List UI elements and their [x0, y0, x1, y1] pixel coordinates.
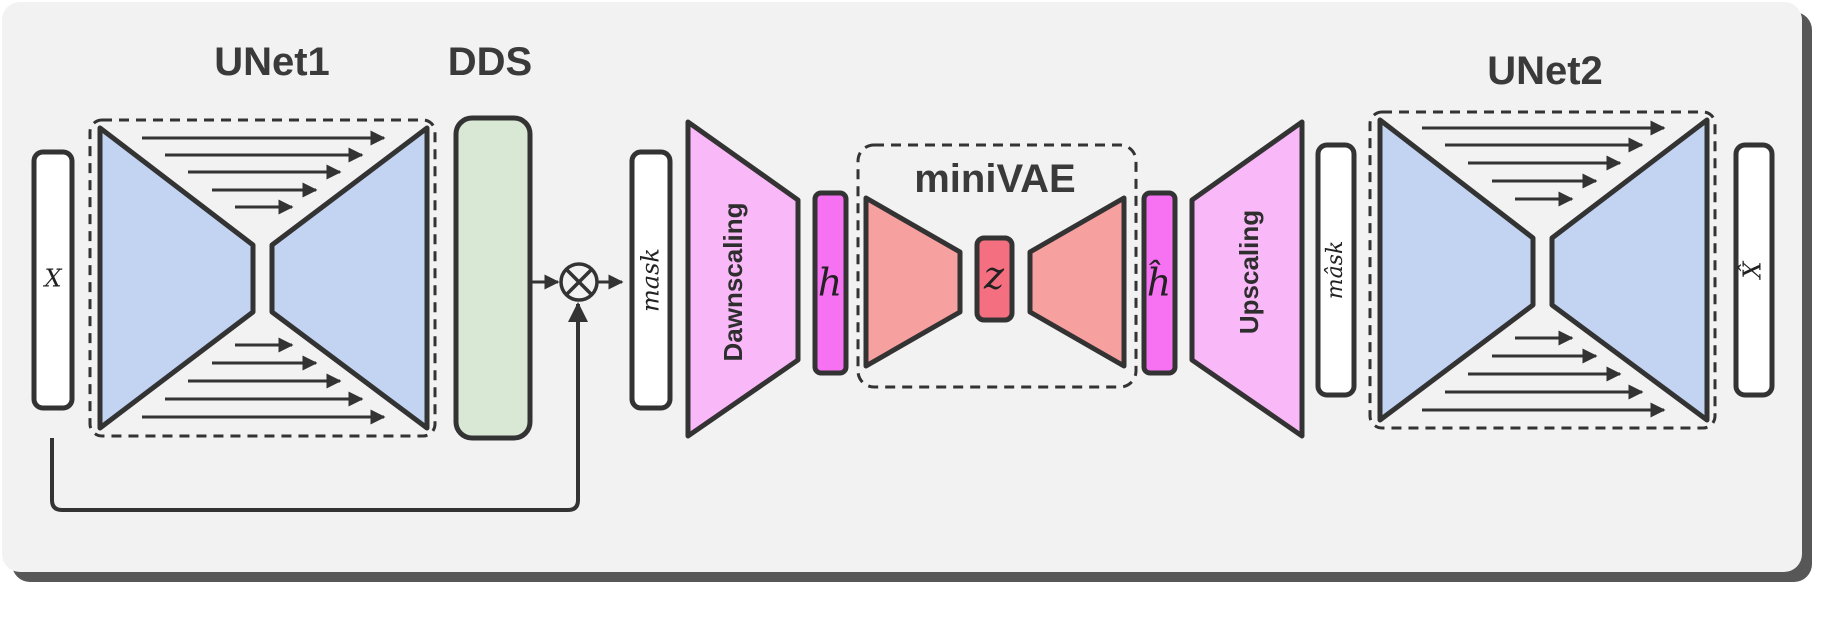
mask-hat-label: mâsk [1323, 241, 1348, 300]
unet1-dashed-box [88, 118, 437, 438]
input-skip-connection [50, 302, 588, 512]
unet2-skip-arrows-top [1422, 120, 1666, 207]
h-latent [812, 190, 849, 376]
unet2-decoder [1549, 117, 1710, 423]
unet1-title: UNet1 [214, 40, 330, 84]
unet2-dashed-box [1368, 110, 1717, 430]
output-x-hat-bar [1733, 142, 1775, 398]
unet2-encoder [1377, 117, 1536, 423]
unet1-decoder [269, 125, 430, 431]
input-x-bar [31, 149, 75, 411]
z-latent [974, 235, 1015, 323]
unet2-title: UNet2 [1487, 49, 1603, 93]
unet1-skip-arrows-bottom [142, 337, 386, 425]
mask-hat-bar [1315, 142, 1357, 398]
input-x-label: X [42, 265, 62, 293]
output-x-hat-label: X̂ [1738, 261, 1766, 281]
dds-title: DDS [448, 40, 532, 84]
unet1-encoder [97, 125, 256, 431]
minivae-decoder [1027, 195, 1127, 369]
minivae-encoder [863, 195, 963, 369]
downscaling-label: Dawnscaling [718, 203, 748, 362]
h-label: h [818, 261, 842, 305]
downscaling-block [685, 119, 801, 439]
h-hat-label: ĥ [1147, 261, 1171, 305]
upscaling-label: Upscaling [1234, 210, 1264, 334]
z-label: z [983, 254, 1005, 298]
unet2-skip-arrows-bottom [1422, 330, 1666, 418]
mask-label: mask [637, 248, 665, 312]
unet1-skip-arrows-top [142, 130, 386, 215]
multiply-cross-b [564, 267, 594, 297]
minivae-dashed-box [856, 143, 1138, 389]
upscaling-block [1189, 119, 1305, 439]
minivae-title: miniVAE [914, 157, 1076, 201]
h-hat-latent [1141, 190, 1178, 376]
mask-bar [629, 149, 673, 411]
dds-block [453, 115, 533, 441]
